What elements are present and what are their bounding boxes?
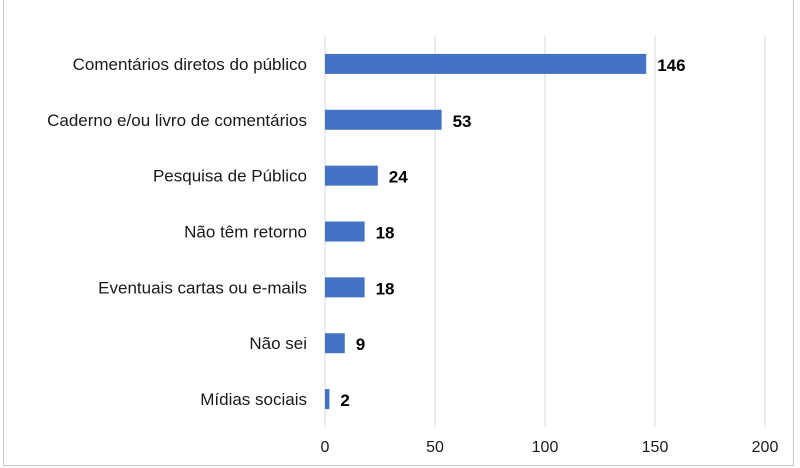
bar-1 — [325, 53, 647, 74]
chart-frame — [3, 0, 794, 466]
data-label-5: 18 — [376, 279, 395, 298]
category-labels: Comentários diretos do público Caderno e/… — [47, 55, 307, 409]
data-label-6: 9 — [356, 335, 365, 354]
category-label-5: Eventuais cartas ou e-mails — [98, 278, 307, 297]
data-labels: 146 53 24 18 18 9 2 — [340, 56, 685, 410]
category-label-1: Comentários diretos do público — [73, 55, 307, 74]
category-label-3: Pesquisa de Público — [153, 167, 307, 186]
bar-3 — [325, 165, 378, 186]
data-label-1: 146 — [657, 56, 685, 75]
data-label-2: 53 — [453, 112, 472, 131]
x-tick-50: 50 — [426, 439, 444, 456]
x-tick-200: 200 — [752, 439, 779, 456]
bar-2 — [325, 109, 442, 130]
category-label-4: Não têm retorno — [184, 223, 307, 242]
bar-5 — [325, 277, 365, 298]
bar-4 — [325, 221, 365, 242]
category-label-6: Não sei — [249, 334, 307, 353]
x-axis-tick-labels: 0 50 100 150 200 — [321, 439, 779, 456]
data-label-7: 2 — [340, 391, 349, 410]
data-label-4: 18 — [376, 224, 395, 243]
x-tick-150: 150 — [642, 439, 669, 456]
bar-6 — [325, 333, 345, 354]
category-label-7: Mídias sociais — [200, 390, 307, 409]
data-label-3: 24 — [389, 168, 408, 187]
category-label-2: Caderno e/ou livro de comentários — [47, 111, 307, 130]
x-tick-0: 0 — [321, 439, 330, 456]
bar-7 — [325, 389, 330, 410]
bars — [325, 53, 647, 410]
x-tick-100: 100 — [532, 439, 559, 456]
